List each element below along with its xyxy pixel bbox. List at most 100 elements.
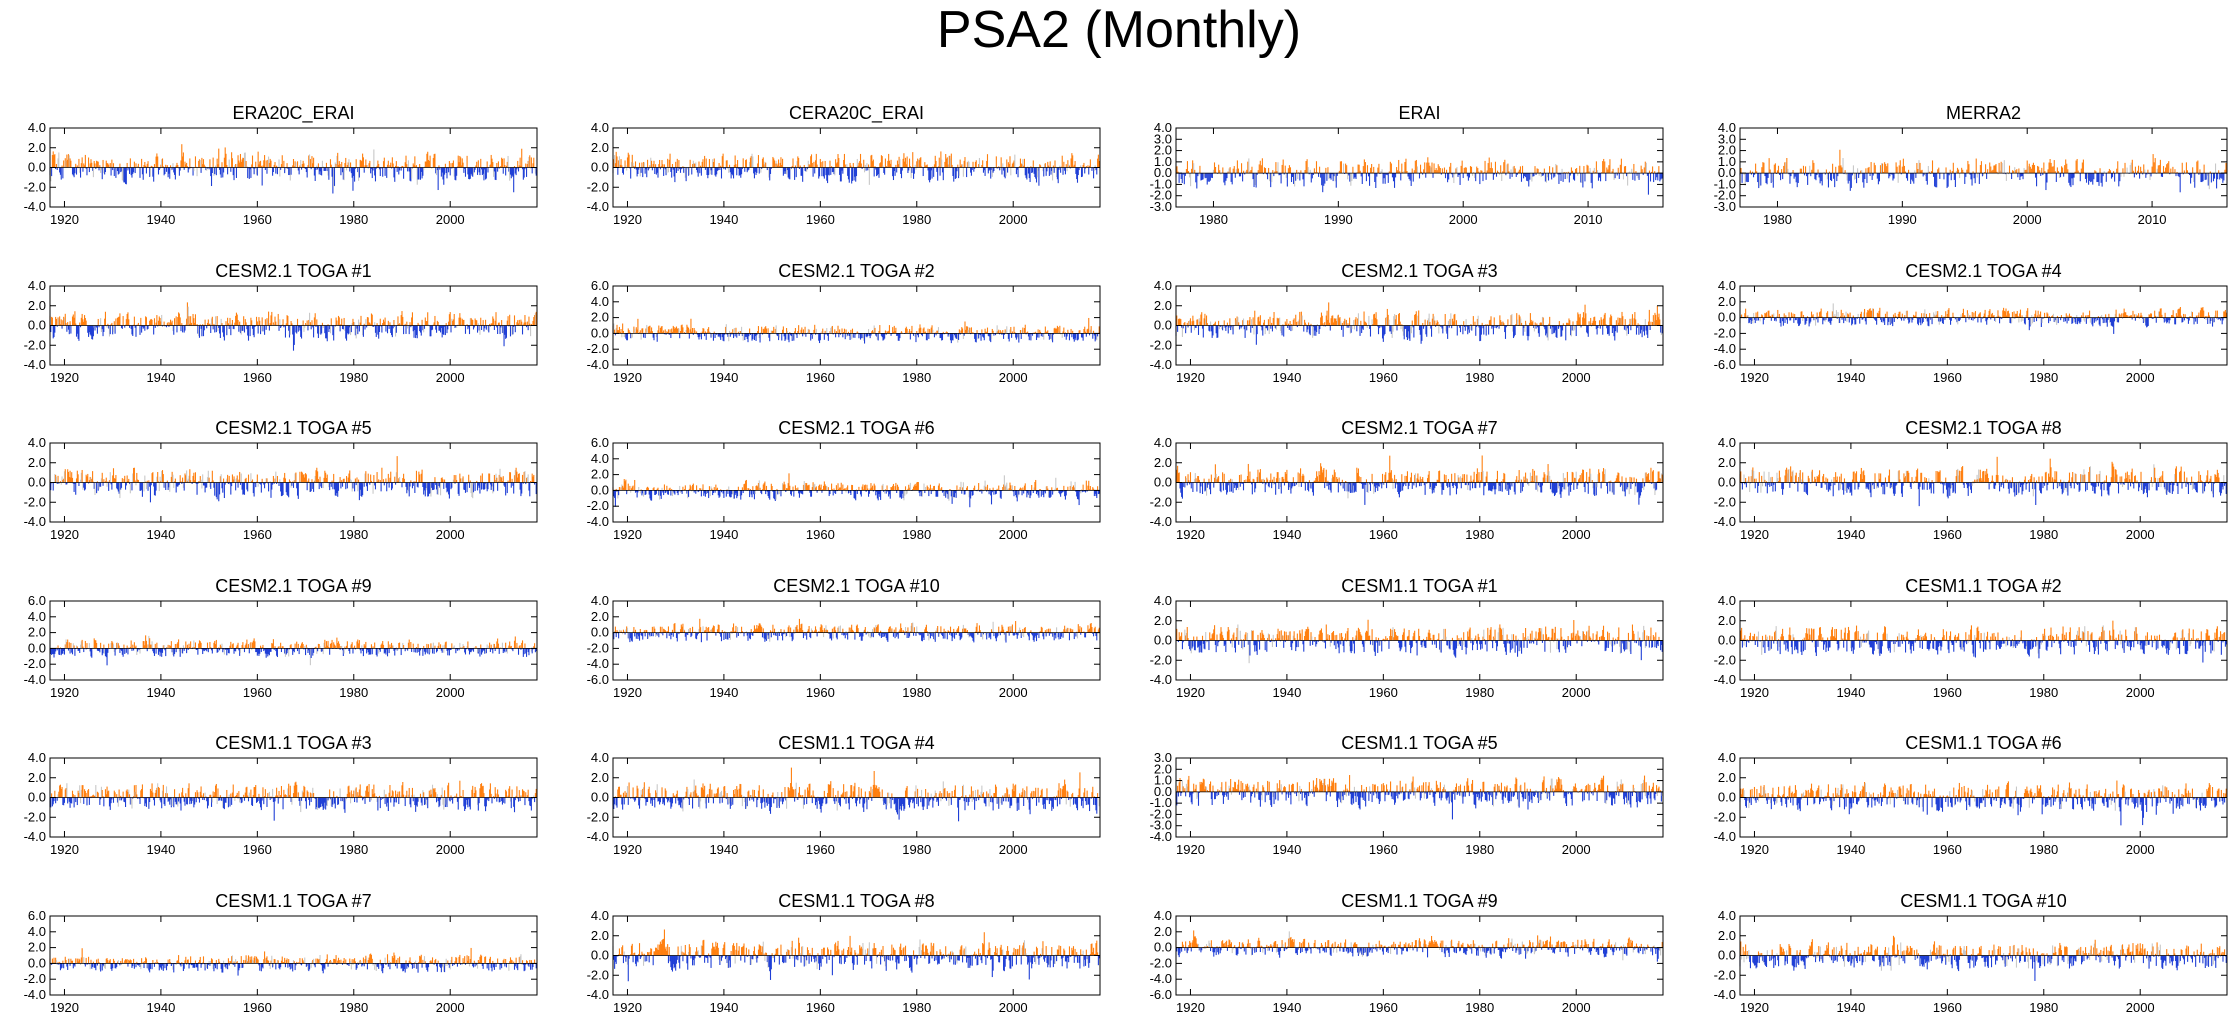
x-tick-label: 2000 bbox=[2126, 370, 2155, 385]
x-tick-label: 2000 bbox=[436, 370, 465, 385]
y-tick-label: -3.0 bbox=[1714, 199, 1736, 214]
y-tick-label: 0.0 bbox=[1154, 318, 1172, 333]
y-tick-label: 6.0 bbox=[591, 278, 609, 293]
bar-series bbox=[49, 144, 537, 194]
bar-series bbox=[1739, 303, 2227, 334]
y-tick-label: -2.0 bbox=[1150, 188, 1172, 203]
x-tick-label: 1940 bbox=[146, 370, 175, 385]
y-tick-label: 1.0 bbox=[1718, 154, 1736, 169]
y-tick-label: 4.0 bbox=[1718, 278, 1736, 293]
panel-title: ERA20C_ERAI bbox=[232, 103, 354, 124]
x-tick-label: 2010 bbox=[1574, 212, 1603, 227]
plot-frame bbox=[612, 285, 1101, 366]
y-tick-label: 2.0 bbox=[1718, 143, 1736, 158]
x-tick-label: 1980 bbox=[339, 370, 368, 385]
x-tick-label: 1980 bbox=[1763, 212, 1792, 227]
x-tick-label: 1920 bbox=[50, 212, 79, 227]
panel-7: CESM2.1 TOGA #3 4.0 2.0 0.0 -2.0 -4.0 1920 1940… bbox=[1150, 261, 1664, 385]
bar-series bbox=[1175, 157, 1663, 195]
y-tick-label: -4.0 bbox=[1150, 357, 1172, 372]
x-tick-label: 1940 bbox=[146, 212, 175, 227]
y-tick-label: 2.0 bbox=[1154, 143, 1172, 158]
x-tick-label: 1960 bbox=[806, 212, 835, 227]
panel-3: ERAI 4.03.02.01.00.0-1.0-2.0-3.0 1980 1990 2… bbox=[1150, 103, 1664, 227]
x-tick-label: 1940 bbox=[1272, 370, 1301, 385]
x-tick-label: 2000 bbox=[999, 370, 1028, 385]
y-tick-label: 2.0 bbox=[28, 140, 46, 155]
bar-series bbox=[612, 317, 1100, 344]
plot-frame bbox=[1739, 285, 2228, 366]
plot-frame bbox=[1175, 127, 1664, 208]
y-tick-label: -4.0 bbox=[1714, 341, 1736, 356]
x-tick-label: 1960 bbox=[1933, 370, 1962, 385]
y-tick-label: -4.0 bbox=[587, 199, 609, 214]
y-tick-label: 4.0 bbox=[1154, 278, 1172, 293]
x-tick-label: 1920 bbox=[613, 370, 642, 385]
panel-title: MERRA2 bbox=[1946, 103, 2021, 123]
bar-series bbox=[49, 302, 537, 351]
y-tick-label: -3.0 bbox=[1150, 199, 1172, 214]
x-tick-label: 1980 bbox=[902, 212, 931, 227]
y-tick-label: 0.0 bbox=[1154, 165, 1172, 180]
x-tick-label: 2010 bbox=[2138, 212, 2167, 227]
y-tick-label: -2.0 bbox=[1150, 337, 1172, 352]
y-tick-label: 4.0 bbox=[28, 120, 46, 135]
y-tick-label: 0.0 bbox=[591, 160, 609, 175]
panel-title: CESM2.1 TOGA #4 bbox=[1905, 261, 2061, 281]
y-tick-label: 3.0 bbox=[1154, 131, 1172, 146]
y-tick-label: 0.0 bbox=[28, 160, 46, 175]
bar-series bbox=[1175, 302, 1663, 345]
x-tick-label: 1980 bbox=[2029, 370, 2058, 385]
y-tick-label: -6.0 bbox=[1714, 357, 1736, 372]
x-tick-label: 1980 bbox=[1465, 370, 1494, 385]
y-tick-label: -4.0 bbox=[24, 199, 46, 214]
y-tick-label: 4.0 bbox=[1718, 120, 1736, 135]
x-tick-label: 2000 bbox=[1449, 212, 1478, 227]
y-tick-label: 2.0 bbox=[28, 298, 46, 313]
y-tick-label: 0.0 bbox=[1718, 165, 1736, 180]
y-tick-label: -1.0 bbox=[1150, 176, 1172, 191]
panel-title: CERA20C_ERAI bbox=[789, 103, 924, 124]
y-tick-label: 2.0 bbox=[1718, 294, 1736, 309]
x-tick-label: 1960 bbox=[243, 370, 272, 385]
x-tick-label: 1980 bbox=[902, 370, 931, 385]
x-tick-label: 2000 bbox=[2013, 212, 2042, 227]
panel-title: CESM2.1 TOGA #3 bbox=[1341, 261, 1497, 281]
x-tick-label: 1920 bbox=[1740, 370, 1769, 385]
y-tick-label: 2.0 bbox=[591, 310, 609, 325]
x-tick-label: 2000 bbox=[999, 212, 1028, 227]
x-tick-label: 1980 bbox=[1199, 212, 1228, 227]
y-tick-label: -4.0 bbox=[24, 357, 46, 372]
x-tick-label: 1990 bbox=[1888, 212, 1917, 227]
panel-4: MERRA2 4.03.02.01.00.0-1.0-2.0-3.0 1980 199… bbox=[1714, 103, 2228, 227]
plot-frame bbox=[1739, 127, 2228, 208]
panel-title: CESM2.1 TOGA #5 bbox=[215, 418, 371, 438]
x-tick-label: 1960 bbox=[806, 370, 835, 385]
x-tick-label: 1960 bbox=[1369, 370, 1398, 385]
y-tick-label: 0.0 bbox=[28, 318, 46, 333]
page-title: PSA2 (Monthly) bbox=[0, 0, 2238, 60]
panel-6: CESM2.1 TOGA #2 6.04.02.00.0-2.0-4.0 1920 1… bbox=[587, 261, 1101, 385]
panel-2: CERA20C_ERAI 4.0 2.0 0.0 -2.0 -4.0 1920 1940 196… bbox=[587, 103, 1101, 227]
y-tick-label: -2.0 bbox=[24, 179, 46, 194]
panel-title: ERAI bbox=[1398, 103, 1440, 123]
x-tick-label: 1980 bbox=[339, 212, 368, 227]
x-tick-label: 1940 bbox=[1836, 370, 1865, 385]
bar-series bbox=[1739, 149, 2227, 193]
y-tick-label: 2.0 bbox=[1154, 298, 1172, 313]
y-tick-label: -2.0 bbox=[1714, 188, 1736, 203]
y-tick-label: 0.0 bbox=[1718, 310, 1736, 325]
y-tick-label: -2.0 bbox=[1714, 325, 1736, 340]
y-tick-label: 1.0 bbox=[1154, 154, 1172, 169]
x-tick-label: 1990 bbox=[1324, 212, 1353, 227]
x-tick-label: 2000 bbox=[436, 212, 465, 227]
x-tick-label: 1920 bbox=[1176, 370, 1205, 385]
y-tick-label: -2.0 bbox=[587, 179, 609, 194]
panel-title: CESM2.1 TOGA #2 bbox=[778, 261, 934, 281]
y-tick-label: 3.0 bbox=[1718, 131, 1736, 146]
y-tick-label: 4.0 bbox=[591, 294, 609, 309]
y-tick-label: -4.0 bbox=[587, 357, 609, 372]
bar-series bbox=[49, 456, 537, 503]
